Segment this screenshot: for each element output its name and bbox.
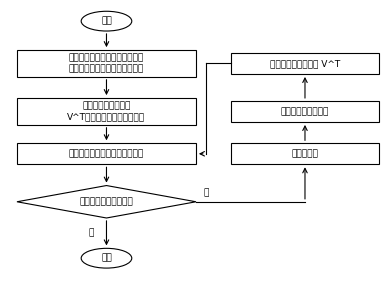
Text: 开始: 开始 bbox=[101, 17, 112, 26]
Bar bbox=[231, 53, 379, 74]
Ellipse shape bbox=[81, 11, 132, 31]
Ellipse shape bbox=[81, 248, 132, 268]
Text: 寻找接触点: 寻找接触点 bbox=[292, 149, 318, 158]
Bar bbox=[17, 143, 196, 164]
Text: 已经是否满足判定准则: 已经是否满足判定准则 bbox=[80, 197, 133, 206]
Bar bbox=[231, 143, 379, 164]
Text: 否: 否 bbox=[204, 189, 209, 198]
Text: 初始化数据，使被测平面数据归
一化处理，且让点的上下范围之: 初始化数据，使被测平面数据归 一化处理，且让点的上下范围之 bbox=[69, 54, 144, 73]
Bar bbox=[17, 50, 196, 77]
Text: 设置当前的前进方向
V^T，并保持方向成分不变。: 设置当前的前进方向 V^T，并保持方向成分不变。 bbox=[67, 102, 145, 121]
Text: 是: 是 bbox=[88, 229, 94, 238]
Text: 确定前进方式的方向: 确定前进方式的方向 bbox=[281, 107, 329, 116]
Text: 建立坐标系统，及求 V^T: 建立坐标系统，及求 V^T bbox=[270, 59, 340, 68]
Bar bbox=[231, 101, 379, 122]
Text: 结束: 结束 bbox=[101, 254, 112, 263]
Text: 为两平行区上下边界实际接触点: 为两平行区上下边界实际接触点 bbox=[69, 149, 144, 158]
Bar bbox=[17, 98, 196, 125]
Polygon shape bbox=[17, 186, 196, 218]
